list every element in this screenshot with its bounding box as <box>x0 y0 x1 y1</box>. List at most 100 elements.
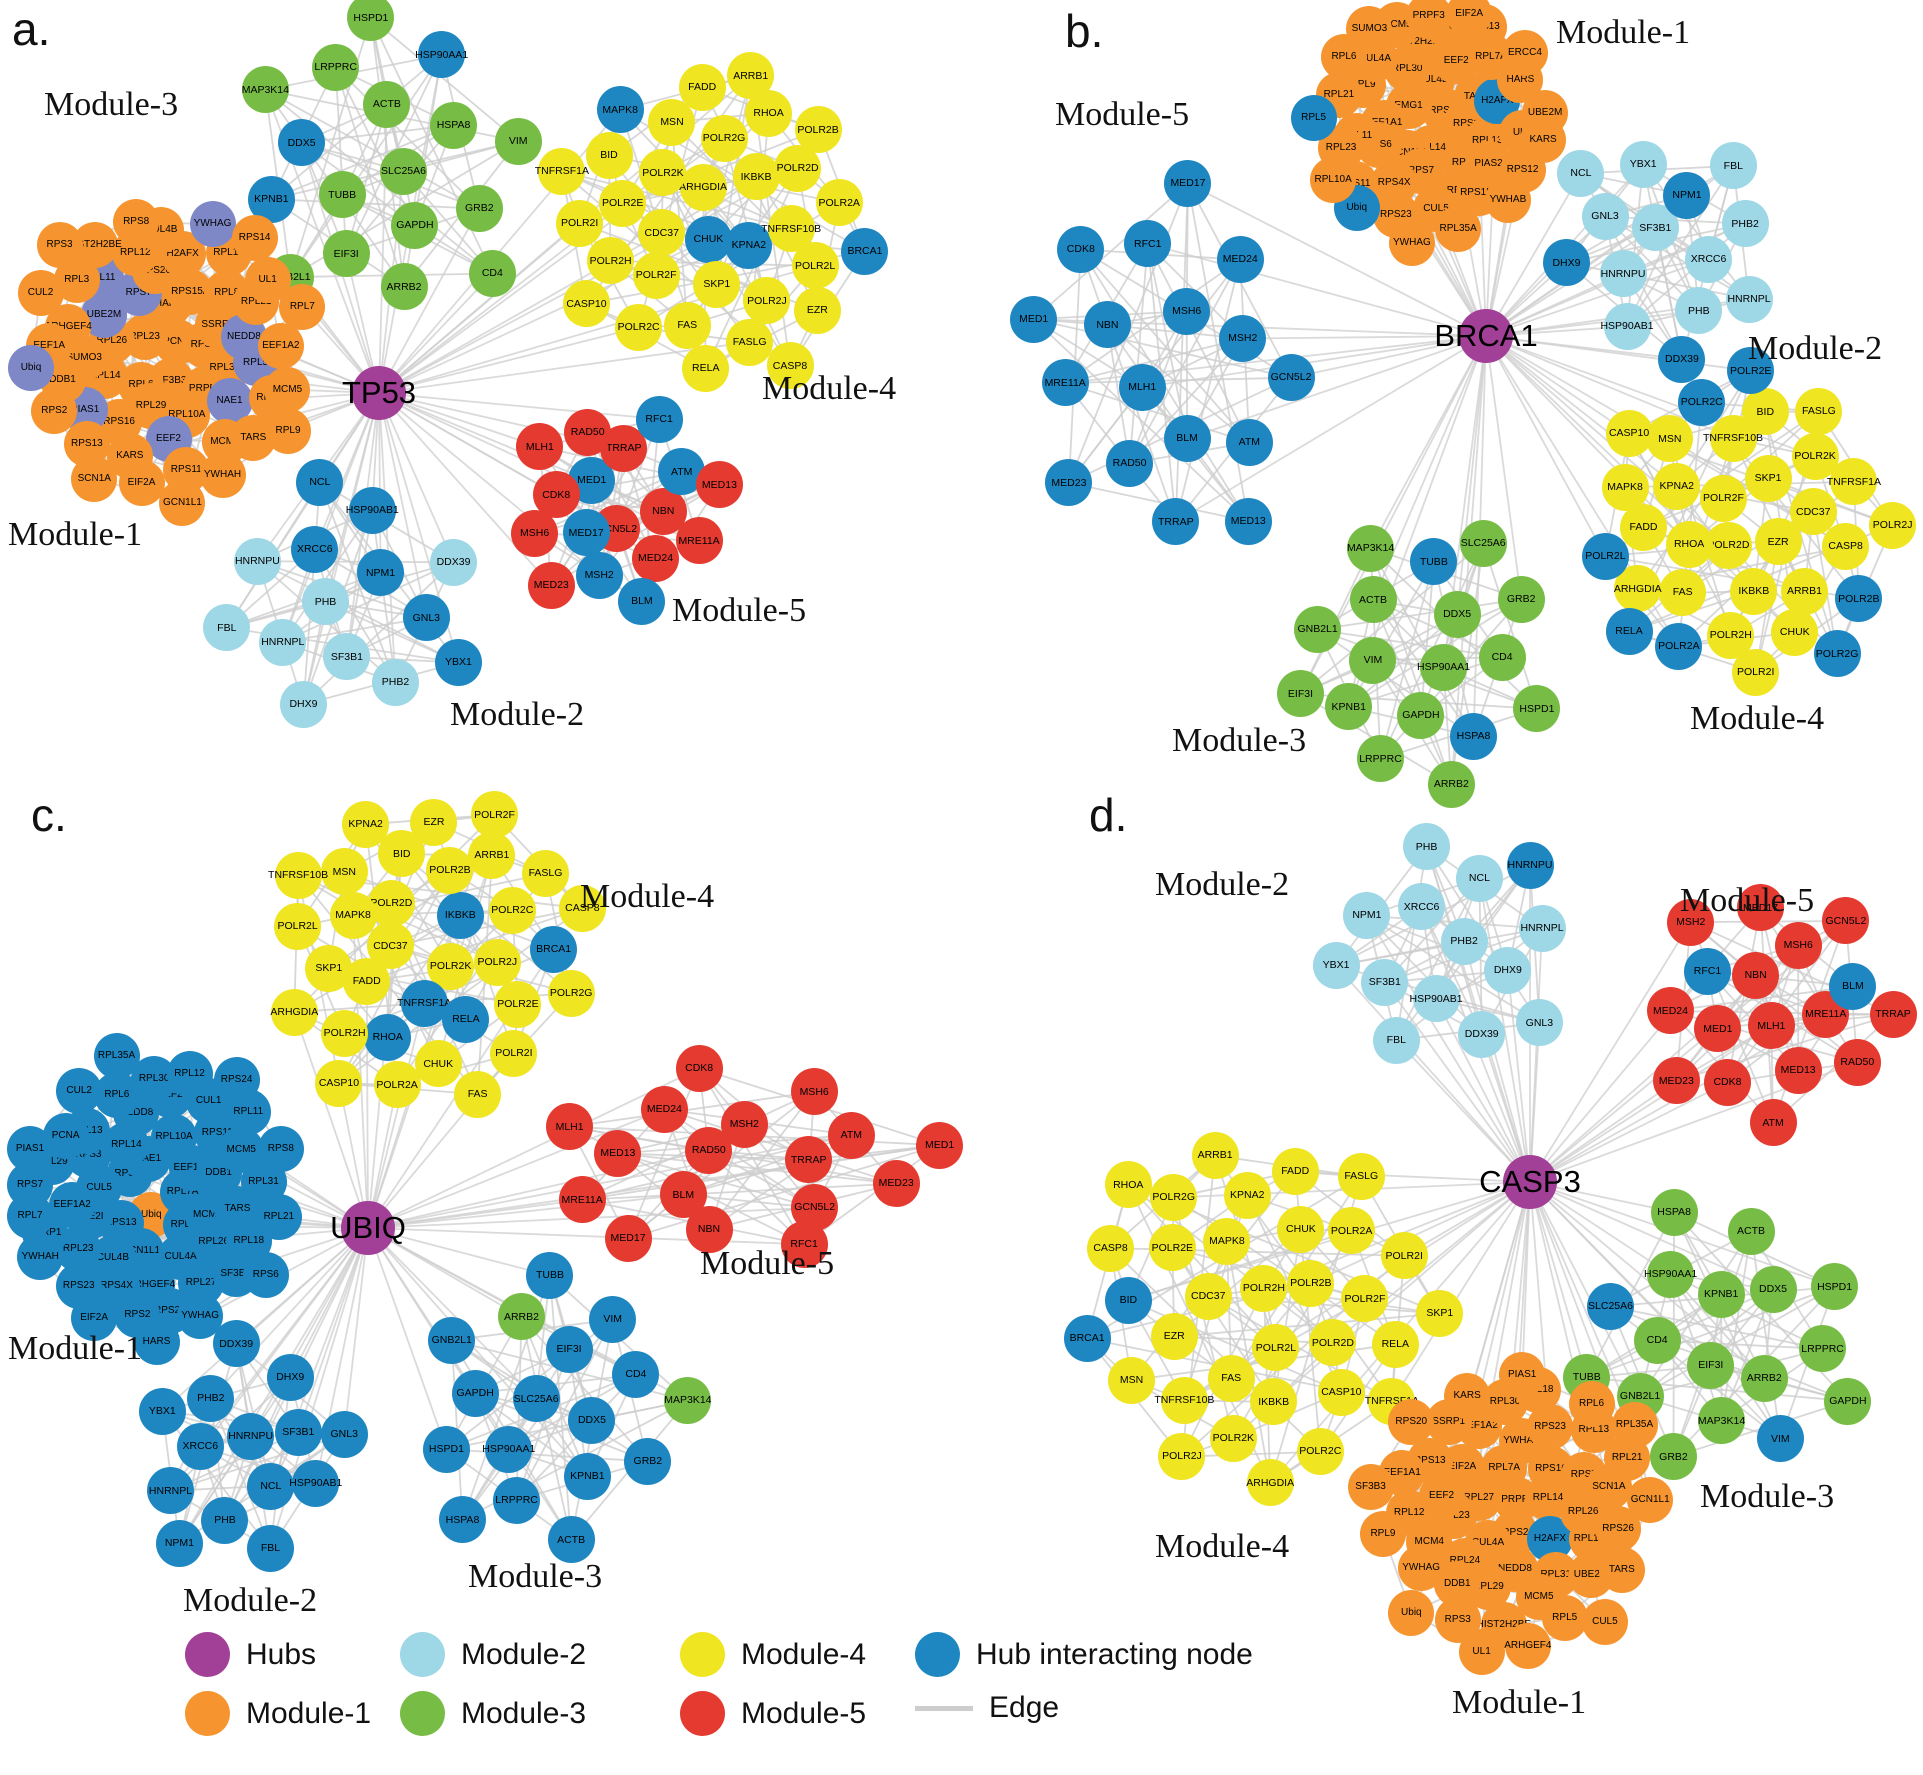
node-label: IKBKB <box>1258 1395 1290 1408</box>
node-label: RPL21 <box>1323 89 1355 101</box>
node-SF3B1: SF3B1 <box>1361 958 1409 1006</box>
node-label: RPL35A <box>1615 1418 1654 1430</box>
node-label: HSPD1 <box>1519 702 1555 715</box>
node-POLR2B: POLR2B <box>1835 575 1883 623</box>
node-MSH6: MSH6 <box>790 1068 838 1116</box>
node-KPNA2: KPNA2 <box>1653 462 1701 510</box>
node-MCM5: MCM5 <box>264 366 311 413</box>
node-label: BRCA1 <box>536 942 572 955</box>
edge <box>334 67 348 254</box>
node-RPL5: RPL5 <box>1290 95 1337 142</box>
node-label: PHB2 <box>197 1392 225 1405</box>
node-YBX1: YBX1 <box>1619 140 1667 188</box>
edge <box>803 1144 941 1245</box>
node-GRB2: GRB2 <box>624 1437 672 1485</box>
node-label: RPL11 <box>233 1105 264 1117</box>
node-FADD: FADD <box>678 63 726 111</box>
edge <box>367 1149 709 1229</box>
node-label: TNFRSF1A <box>1364 1394 1419 1407</box>
node-NPM1: NPM1 <box>1343 892 1391 940</box>
node-label: RPL7A <box>1488 1462 1520 1474</box>
node-RPS3: RPS3 <box>36 221 83 268</box>
edge <box>1670 985 1854 1012</box>
node-label: RPL10A <box>1573 1533 1611 1545</box>
edge <box>367 1227 448 1450</box>
node-HSP90AA1: HSP90AA1 <box>1644 1251 1697 1299</box>
edge <box>371 510 397 683</box>
module-label-c-module1: Module-1 <box>8 1330 143 1367</box>
node-label: SF3B3 <box>220 1267 251 1279</box>
node-NBN: NBN <box>1732 951 1780 999</box>
node-label: YWHAG <box>1402 1561 1441 1573</box>
node-label: NCL <box>260 1480 282 1493</box>
node-PHB2: PHB2 <box>187 1374 235 1422</box>
node-label: MAP3K14 <box>1697 1414 1746 1427</box>
node-label: NBN <box>1744 969 1767 982</box>
node-label: KPNB1 <box>570 1469 605 1482</box>
node-label: EZR <box>423 815 445 828</box>
node-label: DDX5 <box>1443 608 1472 621</box>
node-label: PIAS2 <box>1474 158 1503 170</box>
node-label: MSH6 <box>1172 305 1202 318</box>
node-FADD: FADD <box>1271 1148 1319 1196</box>
node-HSP90AA1: HSP90AA1 <box>482 1425 535 1473</box>
node-CASP8: CASP8 <box>558 884 606 932</box>
edge <box>1529 1181 1774 1291</box>
node-label: RPS6 <box>1365 138 1392 150</box>
node-CHUK: CHUK <box>1277 1205 1325 1253</box>
node-label: CUL4A <box>1471 1537 1505 1549</box>
node-label: CHUK <box>1779 626 1810 639</box>
legend-label: Module-2 <box>461 1637 587 1671</box>
edge <box>378 392 660 420</box>
node-label: EMG1 <box>1394 99 1423 111</box>
node-label: EEF1A1 <box>173 1162 211 1174</box>
node-label: POLR2I <box>495 1047 533 1060</box>
node-label: RPS13 <box>1413 1455 1446 1467</box>
node-RFC1: RFC1 <box>1683 947 1731 995</box>
node-label: KARS <box>116 450 144 462</box>
node-label: ARRB1 <box>733 69 769 82</box>
node-label: RHOA <box>372 1031 403 1044</box>
edge <box>1529 1181 1641 1398</box>
node-CASP8: CASP8 <box>766 342 814 390</box>
legend-label: Hubs <box>246 1637 317 1671</box>
node-label: EEF1A2 <box>1460 1419 1498 1431</box>
node-HNRNPL: HNRNPL <box>1725 275 1773 323</box>
hub-TP53: TP53 <box>342 366 416 420</box>
module-label-d-module5: Module-5 <box>1680 882 1815 919</box>
node-FASLG: FASLG <box>522 850 570 898</box>
node-POLR2F: POLR2F <box>1341 1275 1389 1323</box>
node-label: DDX5 <box>287 136 316 149</box>
edge <box>1379 561 1435 760</box>
node-label: POLR2F <box>474 808 515 821</box>
node-CASP8: CASP8 <box>1087 1224 1135 1272</box>
node-MAPK8: MAPK8 <box>1203 1218 1251 1266</box>
node-label: RPS6 <box>190 339 217 351</box>
node-label: RPL31 <box>1540 1568 1572 1580</box>
node-label: RPL10A <box>1314 173 1352 185</box>
node-label: RELA <box>452 1013 480 1026</box>
node-label: DDX39 <box>436 556 471 569</box>
node-label: EZR <box>1767 535 1789 548</box>
node-label: HSPD1 <box>1817 1280 1853 1293</box>
edge <box>210 1227 369 1399</box>
node-label: KPNA2 <box>348 818 383 831</box>
node-label: UBE2M <box>86 309 122 321</box>
node-NCL: NCL <box>1557 149 1605 197</box>
node-label: RPS2 <box>1502 1526 1529 1538</box>
node-label: NPM1 <box>164 1536 195 1549</box>
node-VIM: VIM <box>494 117 542 165</box>
node-label: TRRAP <box>1875 1008 1911 1021</box>
node-label: POLR2D <box>776 162 819 175</box>
node-label: CHUK <box>423 1057 454 1070</box>
node-label: ACTB <box>557 1533 586 1546</box>
node-label: PCNA <box>163 335 191 347</box>
node-MSN: MSN <box>1108 1356 1155 1404</box>
node-label: POLR2A <box>1330 1224 1373 1237</box>
node-BRCA1: BRCA1 <box>530 925 578 973</box>
node-MAP3K14: MAP3K14 <box>1347 524 1394 572</box>
node-label: CD4 <box>481 267 503 280</box>
node-label: SUMO3 <box>66 351 102 363</box>
node-label: CD4 <box>1491 650 1513 663</box>
node-label: CDK8 <box>685 1062 714 1075</box>
